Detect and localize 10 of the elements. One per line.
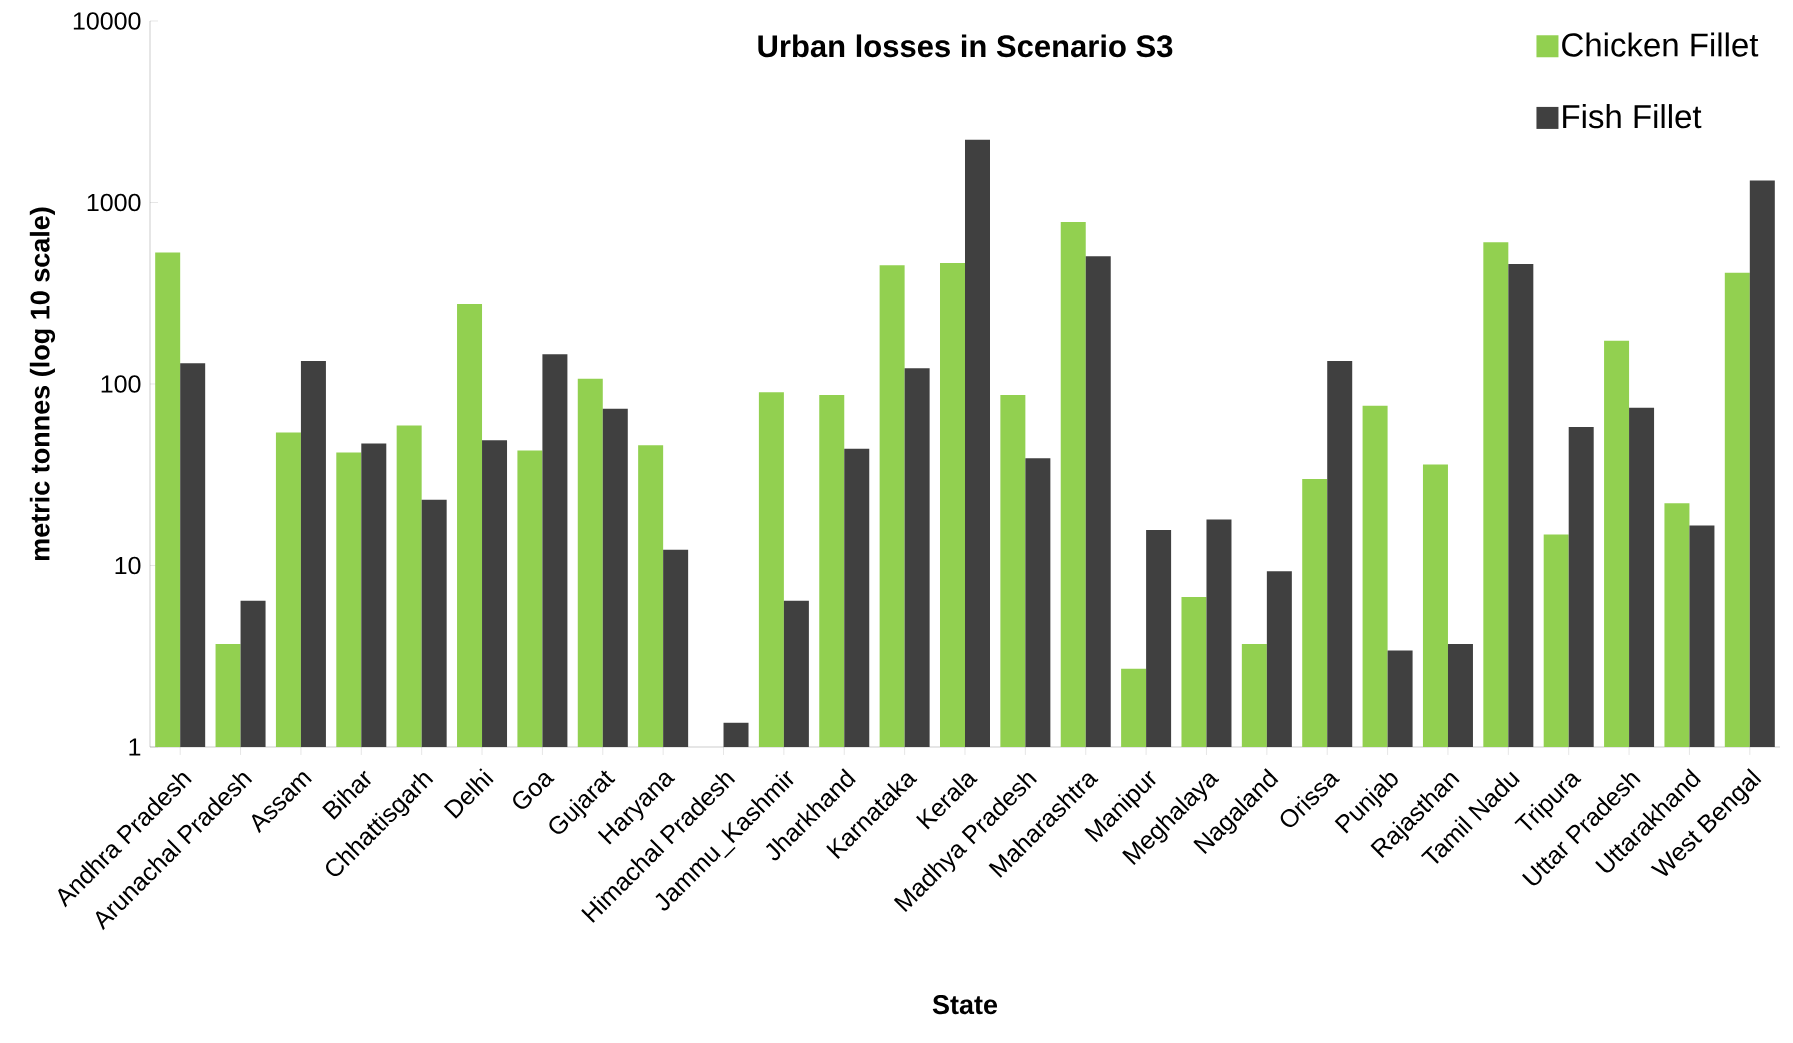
y-tick-label: 1 <box>129 738 141 756</box>
legend-label: Fish Fillet <box>1563 104 1702 129</box>
y-tick-label: 100 <box>101 375 141 393</box>
y-tick-label: 10000 <box>73 12 141 30</box>
x-axis-title: State <box>932 995 998 1015</box>
chart-title: Urban losses in Scenario S3 <box>758 34 1173 58</box>
y-tick-label: 1000 <box>87 193 141 212</box>
y-axis-title: metric tonnes (log 10 scale) <box>29 207 56 561</box>
y-tick-label: 10 <box>115 556 141 575</box>
legend-label: Chicken Fillet <box>1562 32 1759 57</box>
